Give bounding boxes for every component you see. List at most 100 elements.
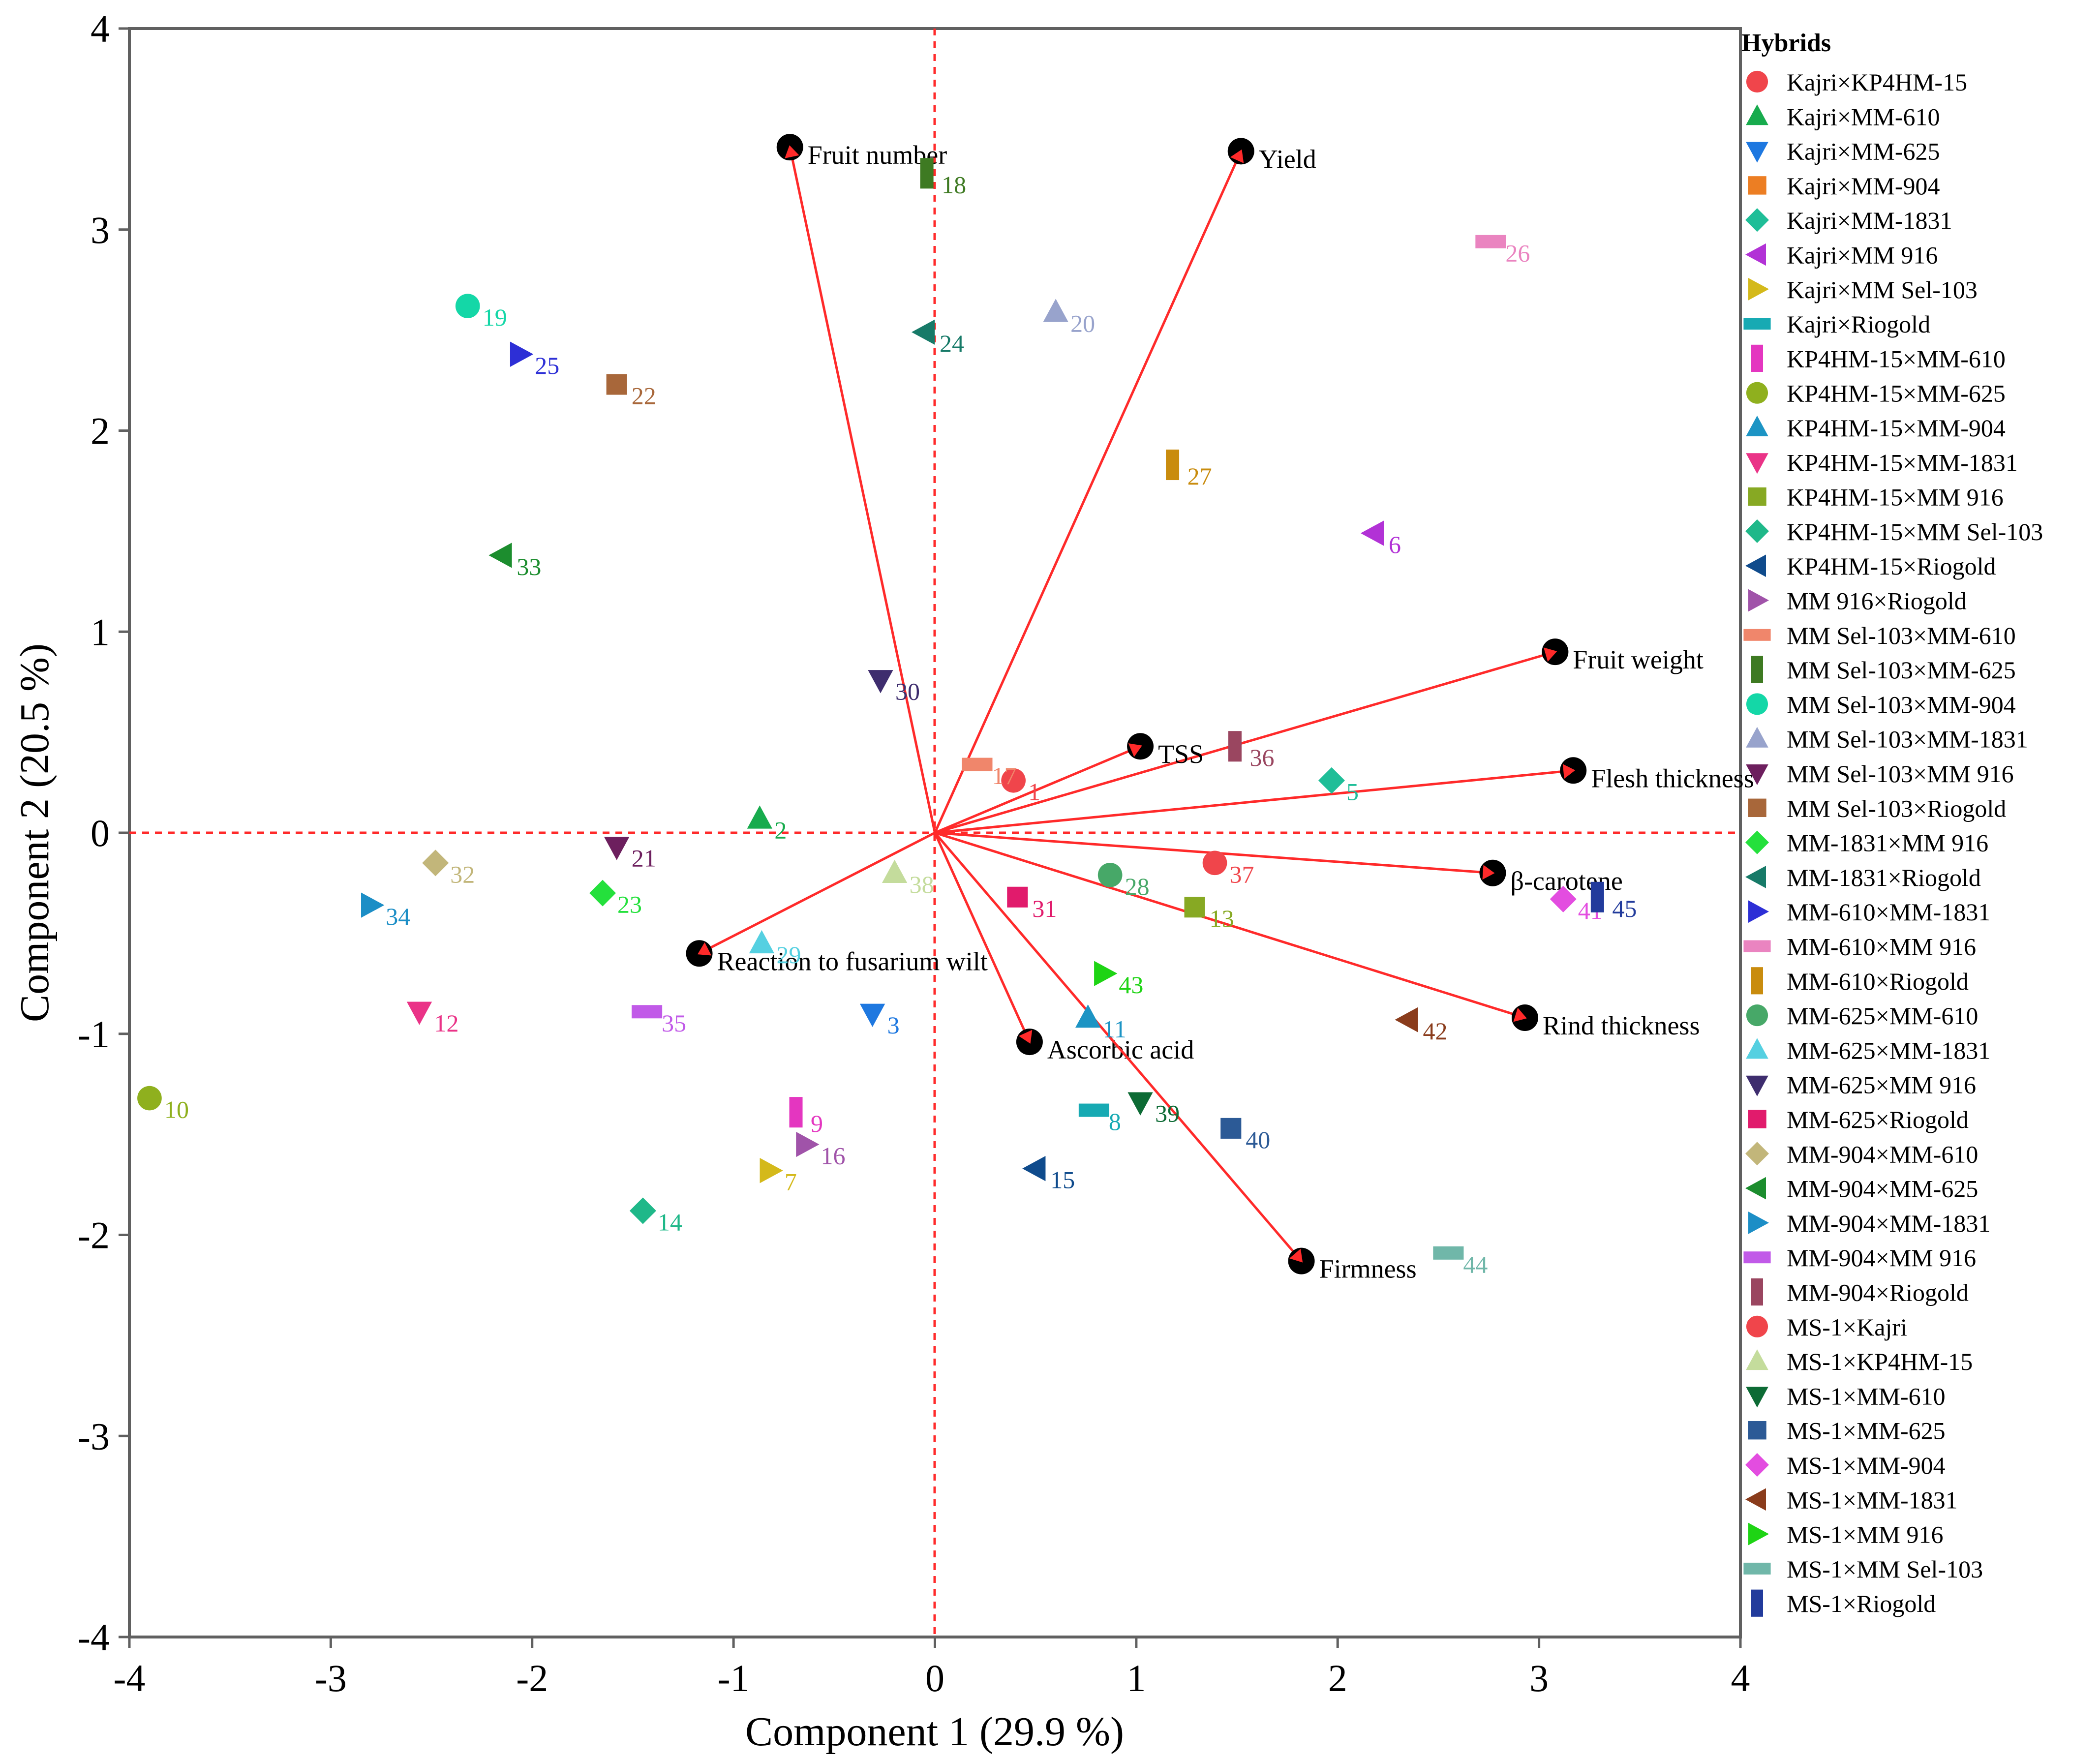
legend-entry: MM Sel-103×MM-904 xyxy=(1787,691,2016,718)
legend-marker xyxy=(1746,416,1768,436)
y-tick-label: -3 xyxy=(78,1415,110,1457)
legend-marker xyxy=(1743,318,1771,330)
score-label: 36 xyxy=(1249,744,1274,771)
y-tick-label: -4 xyxy=(78,1616,110,1659)
loading-label: Fruit weight xyxy=(1573,645,1704,674)
score-point xyxy=(859,1003,885,1027)
legend-entry: MM Sel-103×MM 916 xyxy=(1787,760,2014,788)
score-point xyxy=(1078,1103,1109,1117)
loading-arrowhead xyxy=(1230,149,1244,163)
legend-marker xyxy=(1746,453,1768,474)
legend-entry: MM-904×MM-625 xyxy=(1787,1175,1978,1203)
loading-vector xyxy=(934,151,1243,834)
score-label: 8 xyxy=(1109,1108,1121,1135)
y-tick-label: 1 xyxy=(91,610,110,653)
score-point xyxy=(361,892,385,918)
score-point xyxy=(747,805,772,829)
legend-entry: MM Sel-103×MM-1831 xyxy=(1787,726,2028,753)
score-label: 40 xyxy=(1246,1126,1270,1153)
loading-arrowhead xyxy=(1562,764,1576,779)
y-tick-label: 2 xyxy=(91,410,110,453)
legend-marker xyxy=(1746,1315,1768,1337)
x-axis-ticks: -4 -3 -2 -1 0 1 2 3 4 xyxy=(114,1637,1750,1699)
score-label: 42 xyxy=(1423,1017,1448,1045)
x-tick-label: 4 xyxy=(1731,1657,1750,1699)
legend-entry: KP4HM-15×MM-1831 xyxy=(1787,449,2018,476)
score-point xyxy=(1590,881,1604,912)
score-point xyxy=(1228,731,1242,762)
score-label: 14 xyxy=(658,1208,682,1236)
legend-marker xyxy=(1751,967,1763,995)
score-point xyxy=(962,758,993,771)
loading-vector xyxy=(934,832,1031,1043)
legend-marker xyxy=(1746,693,1768,715)
legend-title: Hybrids xyxy=(1741,29,1831,57)
legend-marker xyxy=(1743,629,1771,641)
score-label: 1 xyxy=(1028,778,1040,806)
x-tick-label: 2 xyxy=(1328,1657,1347,1699)
legend-entry: MM-625×MM-610 xyxy=(1787,1002,1978,1030)
score-point xyxy=(1395,1007,1418,1032)
score-label: 10 xyxy=(164,1096,189,1123)
score-label: 19 xyxy=(483,303,507,331)
legend-entry: Kajri×MM 916 xyxy=(1787,242,1938,269)
loading-vector xyxy=(934,832,1303,1262)
legend-marker xyxy=(1751,656,1763,683)
legend-marker xyxy=(1745,1453,1769,1477)
loading-arrowhead xyxy=(1513,1007,1527,1022)
score-label: 25 xyxy=(535,352,559,379)
score-point xyxy=(629,1197,656,1224)
legend-entry: KP4HM-15×MM-904 xyxy=(1787,414,2006,442)
score-point xyxy=(1022,1155,1046,1182)
score-label: 18 xyxy=(942,171,966,198)
score-point xyxy=(1318,767,1345,794)
legend-entry: MM-904×MM 916 xyxy=(1787,1244,1976,1272)
score-point xyxy=(1475,235,1506,248)
score-point xyxy=(882,859,908,883)
score-point xyxy=(868,670,893,694)
legend-entry: MM Sel-103×MM-610 xyxy=(1787,622,2016,649)
score-label: 43 xyxy=(1119,971,1143,999)
score-point xyxy=(749,930,775,954)
score-label: 37 xyxy=(1230,860,1254,888)
legend-entry: MS-1×MM 916 xyxy=(1787,1521,1944,1548)
score-point xyxy=(1360,520,1384,546)
score-label: 13 xyxy=(1210,905,1234,932)
score-label: 11 xyxy=(1103,1015,1126,1043)
score-label: 9 xyxy=(811,1110,823,1137)
score-point xyxy=(912,319,935,345)
score-point xyxy=(137,1086,162,1111)
legend-entry: MM-625×MM 916 xyxy=(1787,1071,1976,1099)
score-point xyxy=(455,294,480,318)
y-tick-label: -2 xyxy=(78,1214,110,1257)
score-point xyxy=(1094,961,1118,986)
loading-label: Rind thickness xyxy=(1543,1011,1700,1040)
loading-vector xyxy=(934,650,1556,834)
score-label: 24 xyxy=(940,330,964,357)
score-point xyxy=(1550,885,1577,912)
legend-entry: MS-1×MM-1831 xyxy=(1787,1486,1958,1514)
legend-marker xyxy=(1746,104,1768,125)
legend-marker xyxy=(1745,519,1769,543)
legend-marker xyxy=(1745,1142,1769,1166)
legend-marker xyxy=(1748,1110,1766,1128)
legend-entry: Kajri×Riogold xyxy=(1787,310,1930,338)
score-point xyxy=(510,341,534,367)
loading-arrowhead xyxy=(1543,647,1557,662)
legend-entry: Kajri×MM-1831 xyxy=(1787,207,1952,234)
loading-vector xyxy=(699,831,936,955)
legend-entry: MM Sel-103×Riogold xyxy=(1787,794,2006,822)
legend-marker xyxy=(1748,176,1766,195)
x-axis-title: Component 1 (29.9 %) xyxy=(745,1709,1124,1755)
loading-arrowhead xyxy=(1482,865,1495,880)
legend-entry: Kajri×KP4HM-15 xyxy=(1787,68,1967,96)
score-point xyxy=(606,374,627,395)
score-point xyxy=(1433,1246,1464,1260)
score-point xyxy=(488,543,512,568)
score-point xyxy=(1043,299,1068,322)
y-tick-label: 0 xyxy=(91,812,110,854)
score-label: 28 xyxy=(1125,873,1150,900)
legend: Hybrids Kajri×KP4HM-15 Kajri×MM-610 Kajri×… xyxy=(1741,29,2043,1617)
legend-entry: KP4HM-15×MM 916 xyxy=(1787,484,2004,511)
legend-entry: MM-904×MM-1831 xyxy=(1787,1210,1990,1237)
